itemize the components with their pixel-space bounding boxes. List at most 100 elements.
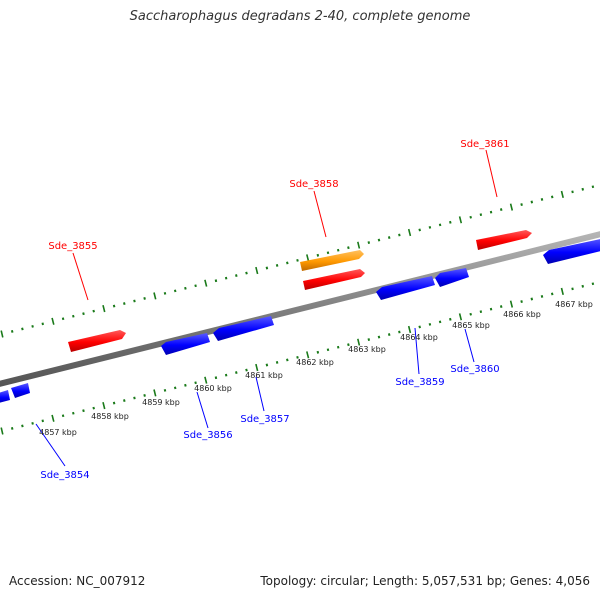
gene-label-sde-3859[interactable]: Sde_3859: [395, 377, 444, 388]
leader-line-sde-3857: [255, 376, 265, 412]
gene-sde-3854a-arrow[interactable]: [0, 390, 10, 404]
upper-track-tick: [387, 236, 391, 239]
lower-track-tick: [265, 363, 269, 367]
lower-track-tick: [296, 355, 299, 359]
lower-track-tick: [21, 424, 24, 428]
lower-track-tick: [153, 389, 157, 397]
upper-track-tick: [184, 286, 187, 290]
upper-track-tick: [571, 190, 574, 194]
upper-track-tick: [92, 309, 95, 313]
lower-track-tick: [10, 427, 14, 430]
lower-track-tick: [61, 414, 65, 418]
upper-track-tick: [581, 187, 584, 191]
lower-track-tick: [560, 287, 564, 295]
gene-sde-3861-arrow[interactable]: [476, 230, 532, 250]
upper-track-tick: [326, 251, 330, 255]
lower-track-tick: [428, 322, 432, 326]
lower-track-tick: [204, 376, 208, 384]
lower-track-tick: [367, 338, 371, 342]
gene-sde-3858-arrow[interactable]: [300, 250, 364, 271]
gene-sde-3857-arrow[interactable]: [213, 316, 274, 341]
scale-label-4861: 4861 kbp: [245, 371, 283, 380]
upper-track-tick: [296, 258, 299, 262]
gene-sde-3858b-arrow[interactable]: [303, 269, 365, 290]
upper-track-tick: [428, 225, 432, 229]
scale-label-4864: 4864 kbp: [400, 333, 438, 342]
upper-track-tick: [418, 228, 421, 232]
upper-track-tick: [449, 220, 452, 224]
upper-track-tick: [194, 284, 197, 288]
lower-track-tick: [184, 383, 187, 387]
leader-line-sde-3861: [485, 149, 498, 198]
leader-line-sde-3856: [196, 391, 209, 429]
lower-track-tick: [438, 320, 442, 324]
lower-track-tick: [418, 325, 421, 329]
lower-track-tick: [0, 427, 4, 435]
lower-track-tick: [550, 292, 554, 296]
scale-label-4867: 4867 kbp: [555, 300, 593, 309]
leader-line-sde-3859: [414, 327, 420, 375]
upper-track-tick: [509, 203, 514, 211]
gene-label-sde-3855[interactable]: Sde_3855: [48, 241, 97, 252]
upper-track-tick: [357, 241, 361, 249]
scale-label-4865: 4865 kbp: [452, 321, 490, 330]
lower-track-tick: [41, 419, 44, 423]
upper-track-tick: [540, 198, 544, 201]
upper-track-tick: [479, 213, 483, 217]
upper-track-tick: [398, 233, 401, 237]
upper-track-tick: [407, 228, 412, 237]
footer-accession: Accession: NC_007912: [9, 574, 146, 588]
leader-line-sde-3854: [35, 423, 66, 467]
lower-track-tick: [326, 348, 330, 352]
gene-label-sde-3861[interactable]: Sde_3861: [460, 139, 509, 150]
gene-sde-3859-arrow[interactable]: [376, 276, 435, 300]
lower-track-tick: [347, 343, 350, 347]
lower-track-tick: [530, 297, 534, 301]
upper-track-tick: [286, 261, 289, 265]
lower-track-tick: [51, 414, 55, 422]
gene-label-sde-3858[interactable]: Sde_3858: [289, 179, 338, 190]
gene-label-sde-3856[interactable]: Sde_3856: [183, 430, 232, 441]
gene-label-sde-3854[interactable]: Sde_3854: [40, 470, 89, 481]
upper-track-tick: [499, 208, 503, 212]
upper-track-tick: [489, 210, 493, 214]
upper-track-tick: [520, 203, 523, 206]
upper-track-tick: [0, 330, 4, 338]
gene-sde-3862-arrow[interactable]: [543, 238, 600, 264]
lower-track-tick: [540, 295, 544, 298]
lower-track-tick: [31, 421, 34, 425]
gene-label-sde-3857[interactable]: Sde_3857: [240, 414, 289, 425]
lower-track-tick: [143, 394, 146, 397]
gene-sde-3860-arrow[interactable]: [435, 268, 469, 287]
gene-label-sde-3860[interactable]: Sde_3860: [450, 364, 499, 375]
scale-label-4863: 4863 kbp: [348, 345, 386, 354]
upper-track-tick: [235, 274, 238, 278]
gene-sde-3856-arrow[interactable]: [161, 333, 210, 355]
lower-track-tick: [489, 307, 493, 311]
lower-track-tick: [173, 386, 177, 390]
lower-track-tick: [306, 351, 310, 359]
upper-track-tick: [306, 254, 310, 262]
upper-track-tick: [102, 305, 106, 313]
upper-track-tick: [469, 215, 472, 219]
upper-track-tick: [204, 279, 208, 287]
upper-track-tick: [265, 266, 269, 270]
upper-track-tick: [31, 324, 34, 328]
upper-track-tick: [153, 292, 157, 300]
upper-track-tick: [224, 276, 228, 280]
gene-sde-3855-arrow[interactable]: [68, 330, 126, 352]
footer-stats: Topology: circular; Length: 5,057,531 bp…: [260, 574, 590, 588]
lower-track-tick: [275, 361, 279, 364]
upper-track-tick: [82, 312, 85, 316]
upper-track-tick: [458, 216, 463, 224]
lower-track-tick: [571, 287, 574, 291]
lower-track-tick: [520, 300, 523, 303]
upper-track-tick: [21, 327, 24, 331]
map-title: Saccharophagus degradans 2-40, complete …: [129, 9, 471, 24]
lower-track-tick: [82, 409, 85, 413]
gene-sde-3854b-arrow[interactable]: [11, 383, 30, 398]
lower-track-tick: [235, 371, 238, 375]
upper-track-tick: [61, 317, 65, 321]
scale-labels: 4857 kbp 4858 kbp 4859 kbp 4860 kbp 4861…: [39, 300, 593, 437]
